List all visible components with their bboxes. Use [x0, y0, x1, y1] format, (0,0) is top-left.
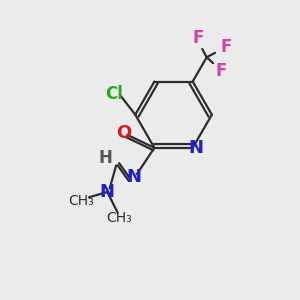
Text: N: N: [189, 140, 204, 158]
Text: N: N: [100, 183, 115, 201]
Text: Cl: Cl: [106, 85, 123, 103]
Text: F: F: [220, 38, 232, 56]
Text: N: N: [126, 168, 141, 186]
Text: H: H: [98, 149, 112, 167]
Text: CH₃: CH₃: [106, 212, 132, 226]
Text: F: F: [192, 29, 203, 47]
Text: F: F: [216, 61, 227, 80]
Text: CH₃: CH₃: [68, 194, 94, 208]
Text: O: O: [116, 124, 131, 142]
